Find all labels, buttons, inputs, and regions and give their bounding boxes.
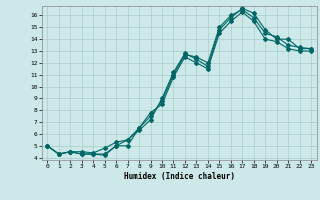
X-axis label: Humidex (Indice chaleur): Humidex (Indice chaleur) bbox=[124, 172, 235, 181]
